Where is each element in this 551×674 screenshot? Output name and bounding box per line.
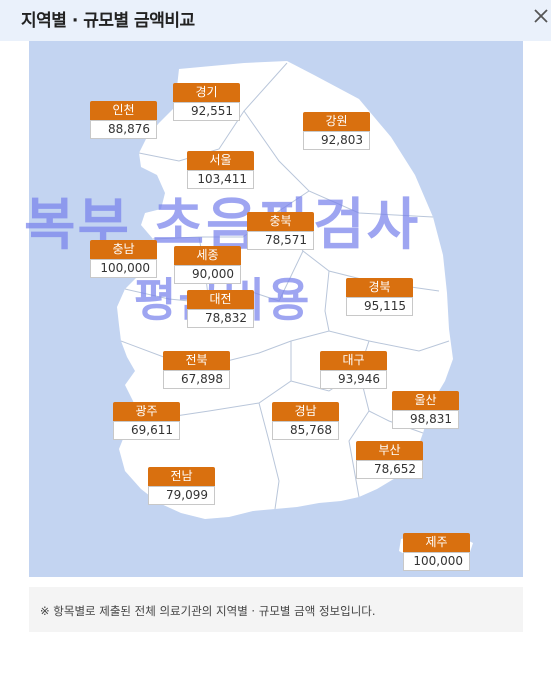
region-label-ulsan[interactable]: 울산 98,831 xyxy=(392,391,459,429)
region-name: 경기 xyxy=(173,83,240,102)
dialog-header: 지역별 · 규모별 금액비교 xyxy=(0,0,551,41)
region-amount: 69,611 xyxy=(113,421,180,440)
region-amount: 78,832 xyxy=(187,309,254,328)
region-name: 울산 xyxy=(392,391,459,410)
region-label-chungbuk[interactable]: 충북 78,571 xyxy=(247,212,314,250)
region-name: 경남 xyxy=(272,402,339,421)
region-amount: 100,000 xyxy=(403,552,470,571)
region-amount: 78,652 xyxy=(356,460,423,479)
region-name: 충북 xyxy=(247,212,314,231)
region-amount: 98,831 xyxy=(392,410,459,429)
region-amount: 100,000 xyxy=(90,259,157,278)
region-name: 인천 xyxy=(90,101,157,120)
region-label-sejong[interactable]: 세종 90,000 xyxy=(174,246,241,284)
footnote: ※ 항목별로 제출된 전체 의료기관의 지역별 · 규모별 금액 정보입니다. xyxy=(29,587,523,632)
region-amount: 88,876 xyxy=(90,120,157,139)
region-amount: 103,411 xyxy=(187,170,254,189)
region-label-incheon[interactable]: 인천 88,876 xyxy=(90,101,157,139)
region-amount: 90,000 xyxy=(174,265,241,284)
region-amount: 79,099 xyxy=(148,486,215,505)
region-name: 전북 xyxy=(163,351,230,370)
region-label-chungnam[interactable]: 충남 100,000 xyxy=(90,240,157,278)
region-name: 전남 xyxy=(148,467,215,486)
region-label-daejeon[interactable]: 대전 78,832 xyxy=(187,290,254,328)
region-name: 부산 xyxy=(356,441,423,460)
region-name: 강원 xyxy=(303,112,370,131)
region-amount: 95,115 xyxy=(346,297,413,316)
region-label-jeju[interactable]: 제주 100,000 xyxy=(403,533,470,571)
region-name: 제주 xyxy=(403,533,470,552)
region-label-gyeongbuk[interactable]: 경북 95,115 xyxy=(346,278,413,316)
region-amount: 85,768 xyxy=(272,421,339,440)
region-name: 대구 xyxy=(320,351,387,370)
region-label-seoul[interactable]: 서울 103,411 xyxy=(187,151,254,189)
region-name: 서울 xyxy=(187,151,254,170)
region-amount: 67,898 xyxy=(163,370,230,389)
close-icon[interactable] xyxy=(531,4,551,28)
region-name: 대전 xyxy=(187,290,254,309)
region-label-daegu[interactable]: 대구 93,946 xyxy=(320,351,387,389)
region-name: 광주 xyxy=(113,402,180,421)
region-amount: 78,571 xyxy=(247,231,314,250)
region-label-busan[interactable]: 부산 78,652 xyxy=(356,441,423,479)
region-name: 충남 xyxy=(90,240,157,259)
region-name: 경북 xyxy=(346,278,413,297)
region-label-gwangju[interactable]: 광주 69,611 xyxy=(113,402,180,440)
region-label-jeonnam[interactable]: 전남 79,099 xyxy=(148,467,215,505)
region-label-gangwon[interactable]: 강원 92,803 xyxy=(303,112,370,150)
region-name: 세종 xyxy=(174,246,241,265)
region-label-gyeonggi[interactable]: 경기 92,551 xyxy=(173,83,240,121)
dialog-title: 지역별 · 규모별 금액비교 xyxy=(21,11,195,31)
region-label-jeonbuk[interactable]: 전북 67,898 xyxy=(163,351,230,389)
region-amount: 92,551 xyxy=(173,102,240,121)
region-amount: 92,803 xyxy=(303,131,370,150)
region-label-gyeongnam[interactable]: 경남 85,768 xyxy=(272,402,339,440)
region-amount: 93,946 xyxy=(320,370,387,389)
